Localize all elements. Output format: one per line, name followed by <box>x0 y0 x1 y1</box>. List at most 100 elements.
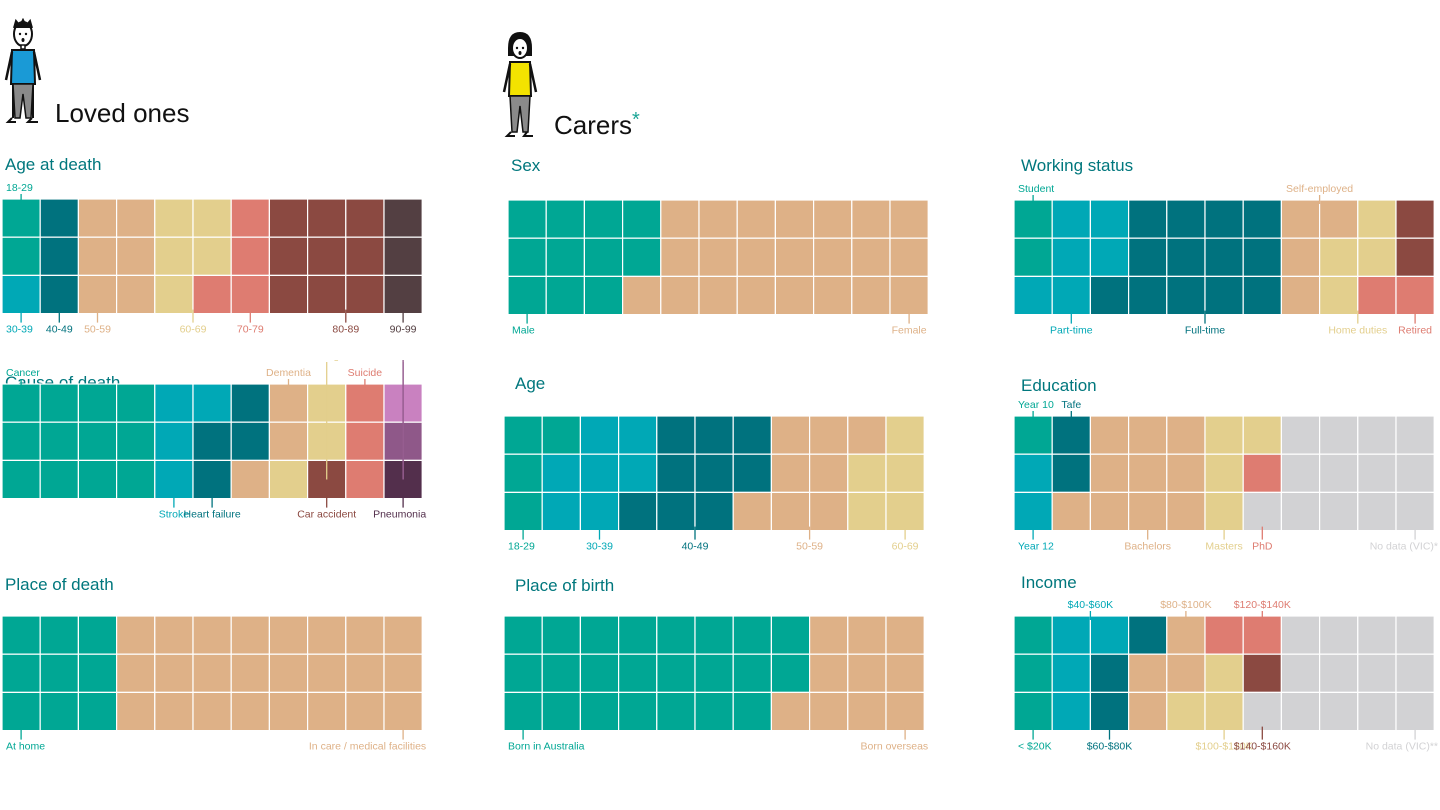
cause-of-death-cell-salmon <box>345 383 385 423</box>
cause-of-death-label-suicide: Suicide <box>348 367 383 379</box>
sex-cell-tan <box>660 199 700 239</box>
place-of-birth-cell-teal <box>656 653 696 694</box>
education-label-year-10: Year 10 <box>1018 399 1054 411</box>
place-of-birth-cell-teal <box>504 653 543 694</box>
income-label-no-data-vic: No data (VIC)** <box>1366 741 1438 753</box>
age-cell-tan <box>809 453 849 494</box>
cause-of-death-cell-teal <box>115 421 156 462</box>
place-of-birth-cell-tan <box>847 691 887 732</box>
age-at-death-cell-dbrown <box>383 236 423 277</box>
working-status-label-self-employed: Self-employed <box>1286 183 1353 195</box>
age-at-death-chart: 18-29 30-39 40-49 50-59 60-69 70-79 80-89 90-99 <box>2 182 423 336</box>
income-cell-cyan <box>1051 653 1092 694</box>
cause-of-death-cell-salmon <box>345 421 385 462</box>
working-status-cell-teal <box>1014 237 1053 278</box>
place-of-birth-cell-teal <box>504 691 543 732</box>
income-label-120-140k: $120-$140K <box>1234 599 1291 611</box>
cause-of-death-cell-teal <box>2 421 41 462</box>
age-label-60-69: 60-69 <box>892 541 919 553</box>
education-cell-grey <box>1280 415 1321 455</box>
age-cell-cyan <box>579 491 620 532</box>
age-cell-tan <box>847 415 887 455</box>
income-cell-grey <box>1319 615 1359 655</box>
cause-of-death-cell-teal <box>115 459 156 500</box>
place-of-birth-cell-teal <box>541 691 582 732</box>
education-cell-tan <box>1089 415 1130 455</box>
working-status-label-full-time: Full-time <box>1185 325 1225 337</box>
sex-cell-teal <box>621 237 662 278</box>
age-at-death-cell-tan <box>77 274 118 315</box>
cause-of-death-label-diabetes: Diabetes <box>385 360 426 362</box>
education-cell-teal <box>1014 415 1053 455</box>
place-of-birth-cell-teal <box>732 653 772 694</box>
age-at-death-cell-dteal <box>39 236 80 277</box>
sex-cell-tan <box>889 275 929 316</box>
age-cell-tan <box>809 491 849 532</box>
carers-footnote-mark: * <box>632 109 640 131</box>
age-at-death-cell-salmon <box>230 198 270 238</box>
age-label-18-29: 18-29 <box>508 541 535 553</box>
place-of-death-cell-teal <box>2 615 41 655</box>
income-cell-dteal <box>1127 615 1168 655</box>
education-cell-tan <box>1166 453 1206 494</box>
age-at-death-cell-yellow <box>192 198 232 238</box>
age-cell-cyan <box>617 415 658 455</box>
sex-chart: Male Female <box>508 199 929 337</box>
place-of-birth-cell-teal <box>732 691 772 732</box>
cause-of-death-cell-teal <box>39 383 80 423</box>
cause-of-death-cell-teal <box>115 383 156 423</box>
sex-cell-tan <box>774 275 815 316</box>
carers-heading: Carers* <box>554 109 640 141</box>
income-cell-yellow <box>1204 691 1244 732</box>
place-of-death-cell-teal <box>2 653 41 694</box>
working-status-cell-salmon <box>1395 275 1435 316</box>
cause-of-death-cell-teal <box>77 459 118 500</box>
age-cell-cyan <box>579 415 620 455</box>
working-status-cell-teal <box>1014 199 1053 239</box>
working-status-cell-brown <box>1395 237 1435 278</box>
place-of-death-cell-tan <box>345 615 385 655</box>
working-status-cell-cyan <box>1051 275 1092 316</box>
income-cell-tan <box>1127 691 1168 732</box>
working-status-label-student: Student <box>1018 183 1054 195</box>
working-status-cell-tan <box>1280 275 1321 316</box>
working-status-cell-dteal <box>1127 199 1168 239</box>
education-label-year-12: Year 12 <box>1018 541 1054 553</box>
age-cell-yellow <box>885 415 925 455</box>
income-cell-teal <box>1014 615 1053 655</box>
place-of-death-cell-teal <box>39 653 80 694</box>
age-cell-dteal <box>694 415 734 455</box>
income-cell-grey <box>1395 653 1435 694</box>
income-chart: < $20K $40-$60K $60-$80K $80-$100K $100-$120… <box>1014 599 1438 753</box>
place-of-birth-cell-tan <box>847 615 887 655</box>
age-title: Age <box>515 374 546 393</box>
place-of-birth-cell-teal <box>504 615 543 655</box>
place-of-birth-cell-teal <box>617 653 658 694</box>
sex-cell-teal <box>583 275 624 316</box>
age-label-40-49: 40-49 <box>682 541 709 553</box>
working-status-cell-brown <box>1395 199 1435 239</box>
working-status-cell-cyan <box>1051 199 1092 239</box>
cause-of-death-cell-cyan <box>192 383 232 423</box>
age-cell-yellow <box>885 453 925 494</box>
age-at-death-label-30-39: 30-39 <box>6 324 33 336</box>
age-at-death-cell-salmon <box>192 274 232 315</box>
income-label-60-80k: $60-$80K <box>1087 741 1133 753</box>
working-status-cell-dteal <box>1204 199 1244 239</box>
working-status-cell-cyan <box>1051 237 1092 278</box>
age-cell-cyan <box>541 453 582 494</box>
place-of-death-cell-tan <box>383 615 423 655</box>
cause-of-death-label-cancer: Cancer <box>6 367 40 379</box>
place-of-birth-cell-tan <box>809 615 849 655</box>
place-of-death-chart: At home In care / medical facilities <box>2 615 426 753</box>
cause-of-death-cell-cyan <box>154 459 194 500</box>
sex-cell-tan <box>889 237 929 278</box>
sex-cell-tan <box>621 275 662 316</box>
education-cell-grey <box>1395 415 1435 455</box>
age-cell-cyan <box>617 453 658 494</box>
place-of-birth-title: Place of birth <box>515 576 615 595</box>
age-at-death-cell-yellow <box>154 198 194 238</box>
income-cell-teal <box>1014 691 1053 732</box>
education-title: Education <box>1021 376 1097 395</box>
place-of-death-cell-tan <box>268 691 309 732</box>
